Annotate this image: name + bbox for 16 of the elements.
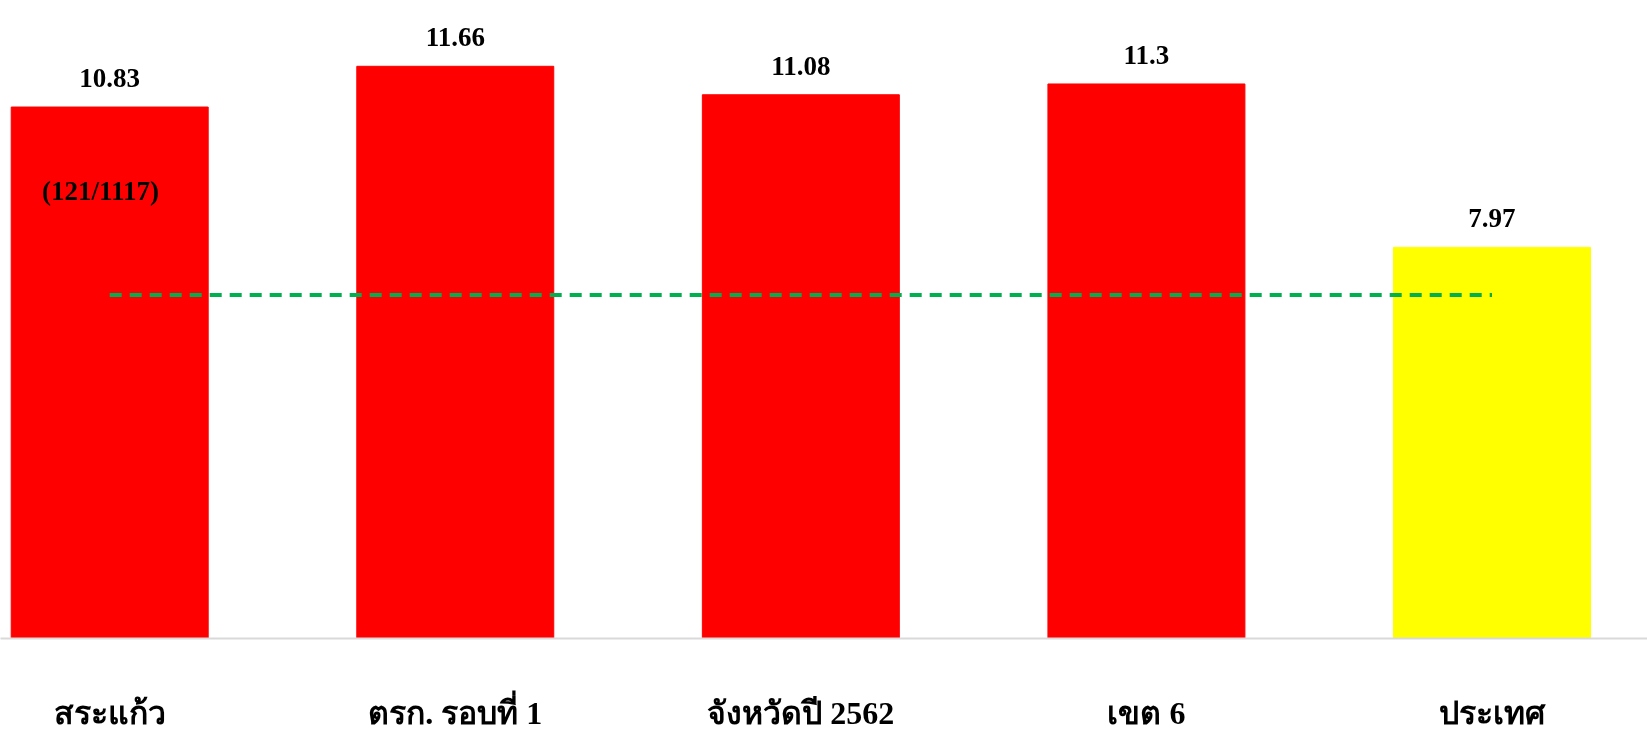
x-tick-label: ประเทศ — [1438, 694, 1546, 731]
bar — [356, 65, 555, 639]
annotation: (121/1117) — [42, 175, 160, 206]
bar — [1047, 83, 1246, 639]
bar — [1393, 246, 1591, 639]
x-tick-label: สระแก้ว — [53, 694, 166, 731]
bar — [10, 106, 209, 639]
x-tick-label: ตรก. รอบที่ 1 — [368, 689, 543, 731]
data-label: 11.3 — [1123, 39, 1170, 70]
data-label: 10.83 — [79, 63, 141, 94]
x-tick-label: จังหวัดปี 2562 — [707, 694, 895, 731]
data-label: 11.66 — [425, 22, 485, 53]
data-label: 11.08 — [771, 50, 831, 81]
data-label: 7.97 — [1468, 203, 1516, 234]
bar — [701, 94, 900, 639]
x-tick-label: เขต 6 — [1107, 694, 1186, 731]
